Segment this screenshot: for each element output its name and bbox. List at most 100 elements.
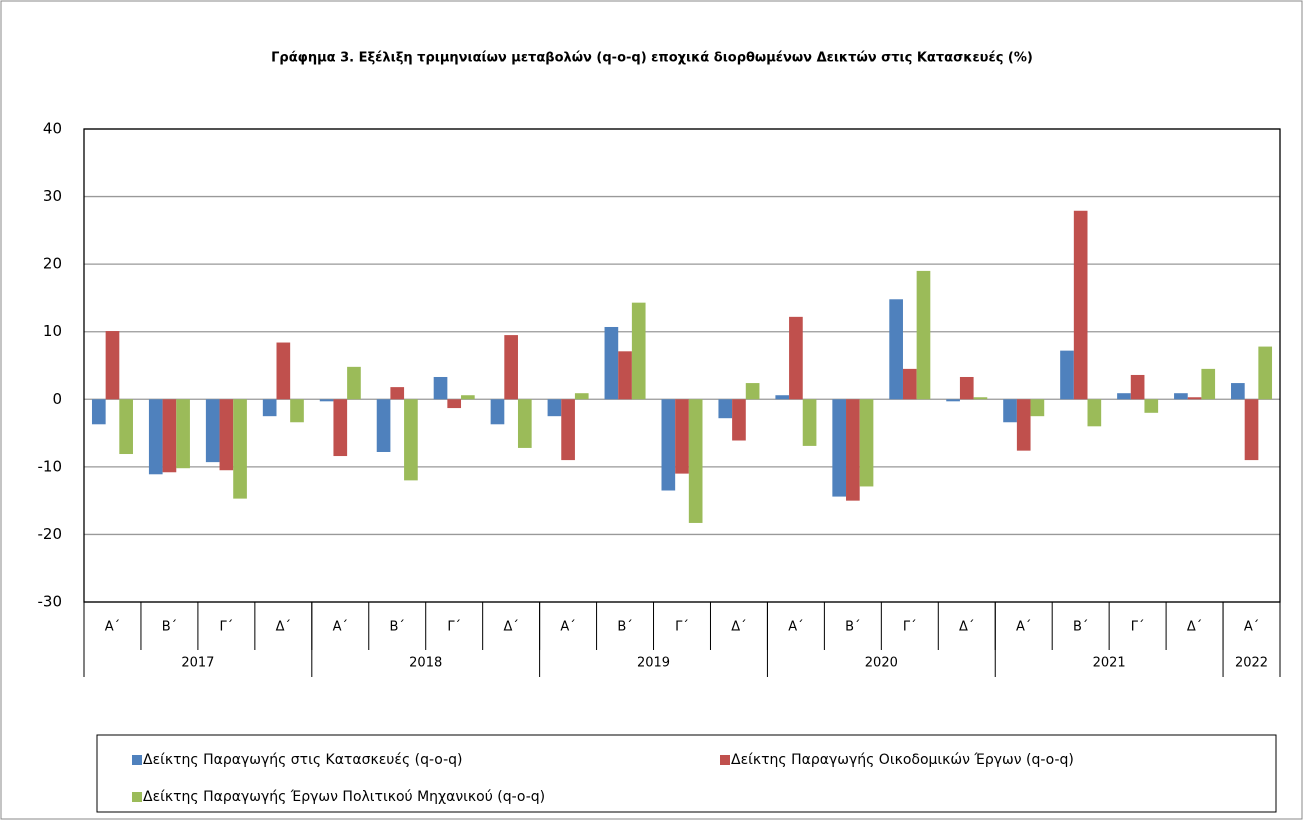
legend-label: Δείκτης Παραγωγής Οικοδομικών Έργων (q-o… <box>731 752 1074 768</box>
group-label: 2019 <box>637 656 670 671</box>
group-label: 2021 <box>1093 656 1126 671</box>
x-tick-label: Δ΄ <box>731 620 746 635</box>
x-tick-label: Α΄ <box>333 620 348 635</box>
bar <box>916 270 931 400</box>
bar <box>1060 350 1074 400</box>
bar <box>745 383 760 400</box>
bar <box>517 399 532 448</box>
legend-box <box>96 734 1277 813</box>
bar <box>859 399 874 487</box>
plot-frame <box>83 128 1281 603</box>
legend-label: Δείκτης Παραγωγής Έργων Πολιτικού Μηχανι… <box>143 789 545 805</box>
bar <box>1244 399 1259 461</box>
bar <box>105 331 120 400</box>
x-tick-label: Δ΄ <box>1187 620 1202 635</box>
chart-title: Γράφημα 3. Εξέλιξη τριμηνιαίων μεταβολών… <box>271 51 1033 66</box>
x-tick-label: Β΄ <box>845 620 860 635</box>
y-tick-label: -20 <box>38 525 63 543</box>
x-tick-label: Δ΄ <box>276 620 291 635</box>
bar <box>574 393 589 400</box>
bar <box>233 399 247 499</box>
bar <box>1201 368 1216 400</box>
bar <box>404 399 418 481</box>
bar <box>1016 399 1031 451</box>
x-tick-label: Α΄ <box>788 620 803 635</box>
x-tick-label: Δ΄ <box>959 620 974 635</box>
bar <box>1073 210 1088 400</box>
x-tick-label: Γ΄ <box>675 620 689 635</box>
bar <box>846 399 860 501</box>
bar <box>276 342 291 400</box>
bar <box>1030 399 1045 417</box>
bar <box>376 399 391 452</box>
bar <box>718 399 733 419</box>
bar <box>775 395 790 400</box>
bar <box>262 399 277 417</box>
bar <box>1117 393 1131 400</box>
bar <box>1003 399 1017 423</box>
group-label: 2020 <box>865 656 898 671</box>
x-tick-label: Γ΄ <box>903 620 917 635</box>
y-tick-label: -30 <box>38 593 63 611</box>
x-tick-label: Γ΄ <box>220 620 234 635</box>
bar <box>219 399 234 471</box>
bar <box>604 326 619 400</box>
x-tick-label: Α΄ <box>1244 620 1259 635</box>
group-label: 2022 <box>1235 656 1268 671</box>
bar <box>789 316 803 400</box>
group-label: 2017 <box>181 656 214 671</box>
legend-swatch <box>132 792 142 802</box>
bar <box>461 395 475 400</box>
y-tick-label: 10 <box>43 322 62 340</box>
bar <box>347 366 361 400</box>
bar <box>205 399 220 463</box>
bar <box>946 399 960 402</box>
x-tick-label: Β΄ <box>162 620 177 635</box>
bar <box>162 399 177 473</box>
x-tick-label: Γ΄ <box>447 620 461 635</box>
y-tick-label: 40 <box>43 120 62 138</box>
bar <box>661 399 676 491</box>
bar <box>490 399 505 425</box>
bar <box>1258 346 1273 400</box>
x-tick-label: Α΄ <box>105 620 120 635</box>
y-tick-label: 30 <box>43 187 62 205</box>
bar <box>319 399 334 402</box>
bar <box>561 399 575 461</box>
bar <box>889 299 903 400</box>
bar <box>504 335 518 400</box>
x-tick-label: Δ΄ <box>503 620 518 635</box>
bar <box>902 368 917 400</box>
bar <box>148 399 163 475</box>
legend-swatch <box>720 755 730 765</box>
y-tick-label: -10 <box>38 457 63 475</box>
bar <box>802 399 817 446</box>
bar <box>290 399 304 423</box>
x-tick-label: Α΄ <box>560 620 575 635</box>
bar <box>1130 374 1145 400</box>
x-tick-label: Α΄ <box>1016 620 1031 635</box>
x-tick-label: Β΄ <box>1073 620 1088 635</box>
bar <box>333 399 348 457</box>
bar <box>973 397 988 400</box>
bar <box>1231 383 1245 400</box>
bar <box>732 399 746 441</box>
bar <box>832 399 847 497</box>
bar <box>547 399 562 417</box>
bar <box>1187 397 1202 400</box>
bar <box>631 302 646 400</box>
bar <box>675 399 689 474</box>
bar <box>119 399 133 455</box>
y-tick-label: 0 <box>52 390 62 408</box>
bar <box>447 399 462 409</box>
bar <box>433 376 448 400</box>
x-tick-label: Β΄ <box>390 620 405 635</box>
bar <box>688 399 703 523</box>
legend-label: Δείκτης Παραγωγής στις Κατασκευές (q-o-q… <box>143 752 463 768</box>
bar <box>1174 393 1188 400</box>
bar <box>959 376 974 400</box>
group-label: 2018 <box>409 656 442 671</box>
